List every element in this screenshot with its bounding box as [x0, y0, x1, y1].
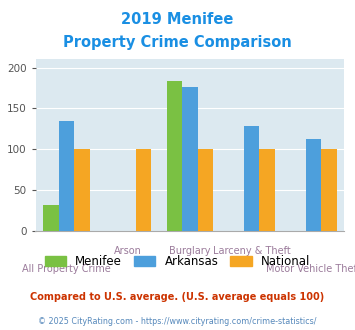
Text: © 2025 CityRating.com - https://www.cityrating.com/crime-statistics/: © 2025 CityRating.com - https://www.city… [38, 317, 317, 326]
Bar [74, 149, 89, 231]
Bar [306, 140, 321, 231]
Text: Larceny & Theft: Larceny & Theft [213, 247, 291, 256]
Bar [136, 149, 151, 231]
Bar [167, 81, 182, 231]
Bar [321, 149, 337, 231]
Text: 2019 Menifee: 2019 Menifee [121, 12, 234, 26]
Bar [43, 205, 59, 231]
Text: All Property Crime: All Property Crime [22, 264, 111, 274]
Text: Arson: Arson [114, 247, 142, 256]
Bar [260, 149, 275, 231]
Text: Compared to U.S. average. (U.S. average equals 100): Compared to U.S. average. (U.S. average … [31, 292, 324, 302]
Bar [244, 126, 260, 231]
Text: Property Crime Comparison: Property Crime Comparison [63, 35, 292, 50]
Bar [59, 121, 74, 231]
Text: Burglary: Burglary [169, 247, 211, 256]
Text: Motor Vehicle Theft: Motor Vehicle Theft [266, 264, 355, 274]
Bar [182, 87, 198, 231]
Legend: Menifee, Arkansas, National: Menifee, Arkansas, National [40, 250, 315, 273]
Bar [198, 149, 213, 231]
